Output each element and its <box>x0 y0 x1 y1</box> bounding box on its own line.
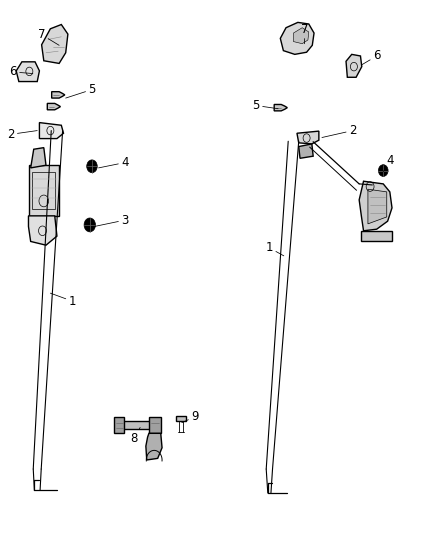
Polygon shape <box>118 421 155 429</box>
Polygon shape <box>274 104 287 111</box>
Text: 1: 1 <box>265 241 284 256</box>
Polygon shape <box>39 123 64 139</box>
Polygon shape <box>28 216 57 245</box>
Polygon shape <box>359 181 392 231</box>
Circle shape <box>87 160 97 173</box>
Text: 5: 5 <box>253 99 278 112</box>
Circle shape <box>378 165 388 176</box>
Polygon shape <box>361 231 392 241</box>
Text: 4: 4 <box>99 156 129 169</box>
Polygon shape <box>146 433 162 460</box>
Polygon shape <box>293 28 309 44</box>
Text: 9: 9 <box>182 410 199 423</box>
Polygon shape <box>176 416 186 421</box>
Polygon shape <box>297 131 319 144</box>
Text: 8: 8 <box>130 427 140 445</box>
Text: 5: 5 <box>66 83 95 98</box>
Polygon shape <box>16 62 39 82</box>
Text: 7: 7 <box>38 28 59 45</box>
Polygon shape <box>114 417 124 433</box>
Text: 7: 7 <box>300 23 308 44</box>
Polygon shape <box>47 103 60 110</box>
Polygon shape <box>29 165 59 216</box>
Text: 4: 4 <box>383 155 394 172</box>
Polygon shape <box>42 25 68 63</box>
Text: 2: 2 <box>322 124 357 138</box>
Polygon shape <box>52 92 65 98</box>
Polygon shape <box>368 189 387 224</box>
Circle shape <box>84 218 95 232</box>
Text: 6: 6 <box>9 66 33 78</box>
Polygon shape <box>149 417 161 433</box>
Text: 1: 1 <box>50 293 76 308</box>
Polygon shape <box>31 148 46 168</box>
Polygon shape <box>280 22 314 54</box>
Text: 2: 2 <box>7 128 37 141</box>
Polygon shape <box>299 144 313 158</box>
Polygon shape <box>346 54 362 77</box>
Text: 3: 3 <box>94 214 128 227</box>
Text: 6: 6 <box>361 50 381 65</box>
